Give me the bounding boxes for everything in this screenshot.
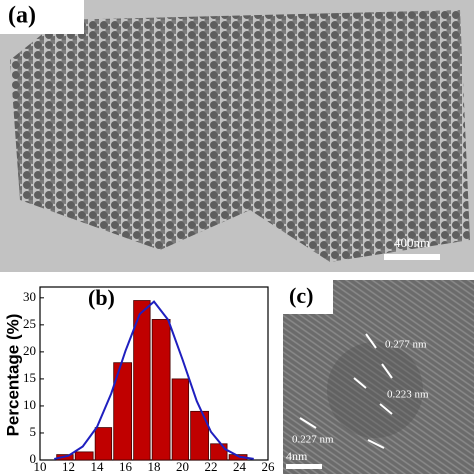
x-tick-label: 20 (176, 459, 189, 474)
bar (94, 427, 113, 461)
bar (113, 362, 133, 461)
x-tick-label: 14 (91, 459, 105, 474)
x-tick-label: 10 (34, 459, 47, 474)
bar (171, 378, 190, 461)
spacing-label: 0.227 nm (292, 434, 334, 446)
bar (133, 300, 151, 461)
y-tick-label: 25 (23, 316, 36, 331)
scale-label: 400nm (394, 235, 430, 250)
x-tick-label: 16 (119, 459, 133, 474)
x-tick-label: 18 (148, 459, 161, 474)
panel-c: (c) 0.277 nm 0.223 nm 0.227 nm 4nm (283, 280, 474, 474)
spacing-label: 0.277 nm (385, 339, 427, 351)
panel-label: (b) (88, 285, 115, 310)
fit-curve (54, 300, 254, 460)
x-tick-label: 24 (233, 459, 247, 474)
label-box (0, 0, 84, 34)
bar (210, 443, 228, 461)
y-axis-label: Percentage (%) (3, 314, 22, 437)
panel-label: (a) (8, 3, 36, 29)
particle (327, 342, 423, 438)
bar (190, 410, 209, 461)
y-tick-label: 20 (23, 343, 36, 358)
scale-bar (286, 464, 322, 469)
y-tick-label: 15 (23, 370, 36, 385)
x-tick-label: 26 (262, 459, 276, 474)
y-tick-label: 30 (23, 289, 36, 304)
spacing-label: 0.223 nm (387, 389, 429, 401)
bar (74, 451, 94, 461)
bar (151, 319, 171, 461)
panel-b: (b) Percentage (%) 0 5 10 15 20 25 30 10 12 14 16 1… (3, 285, 275, 474)
panel-label: (c) (289, 283, 313, 308)
nanoparticles (10, 10, 470, 262)
x-tick-label: 12 (62, 459, 75, 474)
y-tick-label: 5 (30, 424, 37, 439)
scale-bar (384, 254, 440, 260)
x-tick-label: 22 (205, 459, 218, 474)
panel-a: (a) 400nm (0, 0, 474, 272)
label-box (283, 280, 333, 314)
scale-label: 4nm (286, 449, 308, 463)
y-tick-label: 0 (30, 451, 37, 466)
y-tick-label: 10 (23, 397, 36, 412)
arrows (299, 333, 393, 449)
